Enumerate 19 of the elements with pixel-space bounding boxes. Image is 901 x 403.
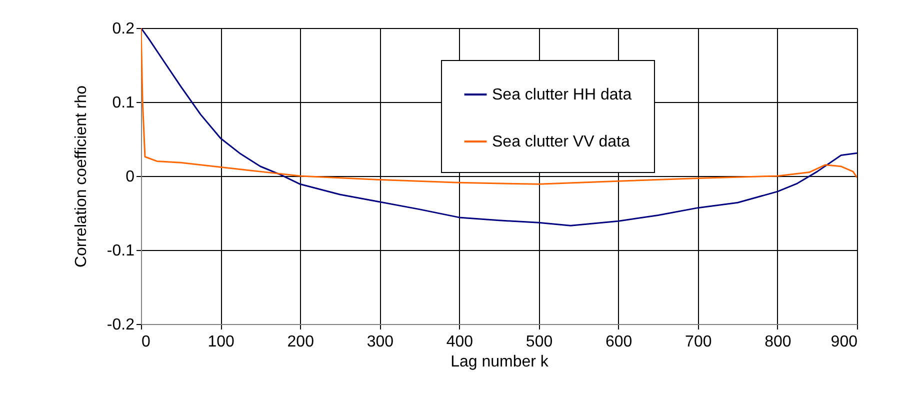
y-tick-label: -0.1: [106, 242, 135, 260]
x-tick-label: 400: [446, 334, 474, 350]
y-axis-title: Correlation coefficient rho: [72, 85, 90, 268]
y-tick-label: -0.2: [106, 316, 135, 334]
x-tick-label: 800: [764, 334, 792, 350]
legend-label: Sea clutter VV data: [492, 134, 630, 150]
x-axis-title: Lag number k: [450, 354, 550, 370]
x-tick-label: 700: [685, 334, 712, 350]
x-tick-label: 100: [208, 334, 234, 350]
y-tick-label: 0.1: [112, 94, 135, 112]
x-tick-label: 600: [605, 334, 632, 350]
y-tick-label: 0: [126, 168, 135, 186]
x-tick-label: 200: [287, 334, 314, 350]
y-tick-label: 0.2: [112, 20, 135, 38]
x-tick-label: 0: [142, 334, 150, 350]
x-tick-label: 300: [366, 334, 394, 350]
legend-label: Sea clutter HH data: [492, 86, 632, 104]
x-tick-label: 500: [526, 334, 553, 350]
x-tick-label: 900: [830, 334, 858, 350]
